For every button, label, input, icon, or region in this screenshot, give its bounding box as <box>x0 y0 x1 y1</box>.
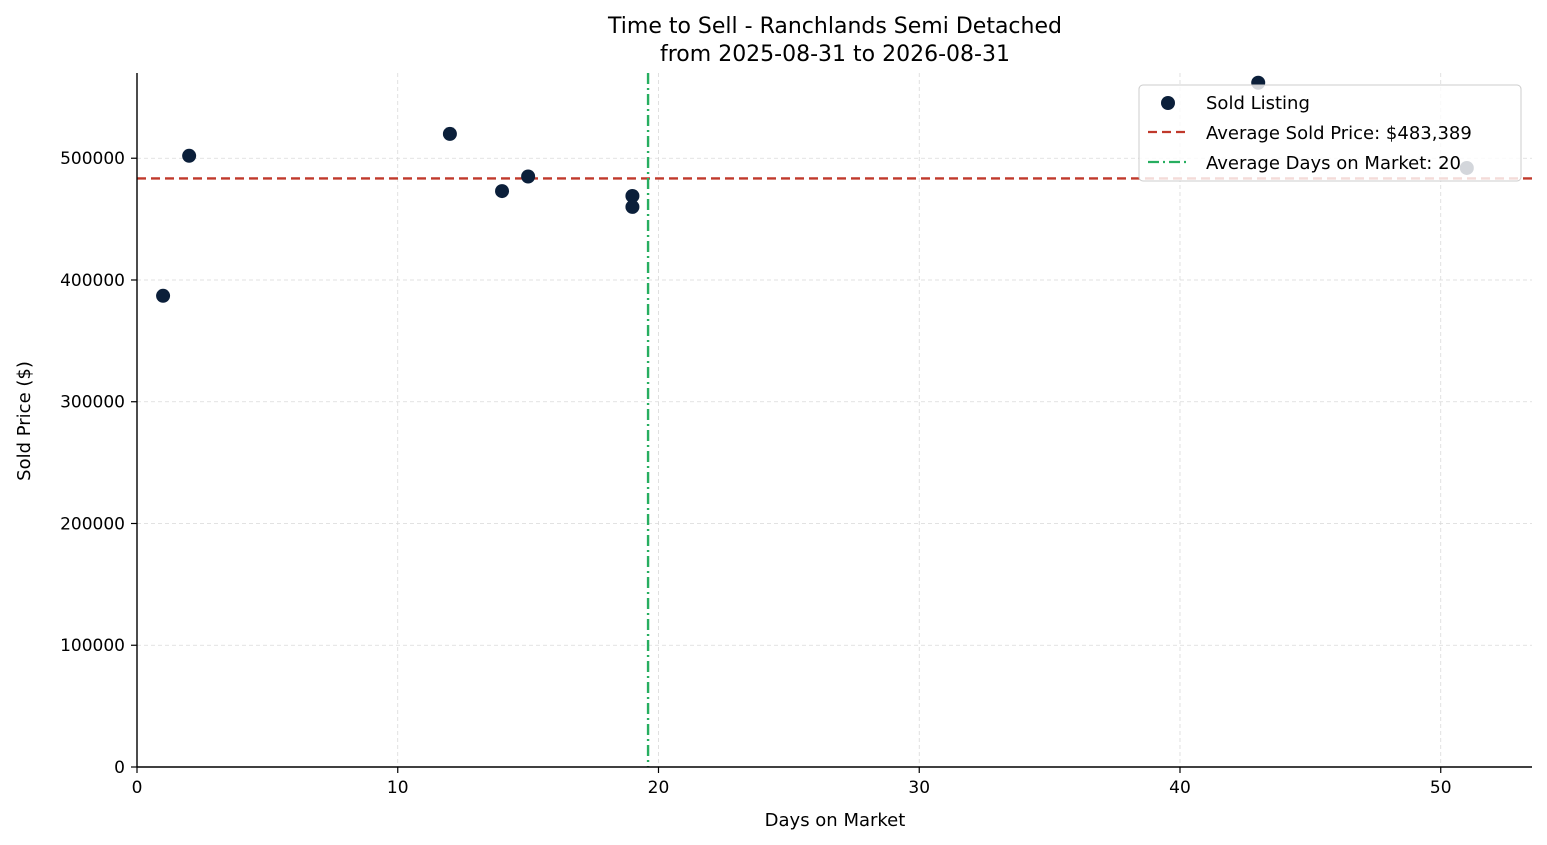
x-tick-label: 10 <box>387 778 409 798</box>
y-tick-label: 500000 <box>60 149 125 169</box>
legend-label-sold-listing: Sold Listing <box>1206 93 1310 114</box>
y-tick-label: 100000 <box>60 636 125 656</box>
legend: Sold Listing Average Sold Price: $483,38… <box>1138 84 1522 182</box>
scatter-point <box>182 148 197 163</box>
chart-title: Time to Sell - Ranchlands Semi Detached <box>607 14 1062 39</box>
legend-box <box>1138 84 1522 182</box>
x-axis-label: Days on Market <box>765 810 906 831</box>
scatter-point <box>625 188 640 203</box>
x-tick-label: 0 <box>132 778 143 798</box>
scatter-point <box>521 169 536 184</box>
scatter-point <box>156 288 171 303</box>
y-tick-label: 200000 <box>60 514 125 534</box>
scatter-point <box>625 199 640 214</box>
y-tick-label: 0 <box>114 758 125 778</box>
legend-label-average-sold-price: Average Sold Price: $483,389 <box>1206 123 1472 144</box>
y-tick-label: 400000 <box>60 271 125 291</box>
ticks: 0 10 20 30 40 50 0 100000 200000 300000 400000 5000… <box>60 149 1451 798</box>
y-tick-label: 300000 <box>60 393 125 413</box>
x-tick-label: 30 <box>908 778 930 798</box>
legend-label-average-days-on-market: Average Days on Market: 20 <box>1206 153 1461 174</box>
x-tick-label: 50 <box>1430 778 1452 798</box>
y-axis-label: Sold Price ($) <box>14 361 35 481</box>
chart-subtitle: from 2025-08-31 to 2026-08-31 <box>660 42 1010 67</box>
x-tick-label: 40 <box>1169 778 1191 798</box>
scatter-point <box>442 126 457 141</box>
axes <box>136 73 1532 768</box>
legend-marker-sold-listing <box>1161 96 1175 110</box>
x-tick-label: 20 <box>648 778 670 798</box>
scatter-point <box>495 184 510 199</box>
